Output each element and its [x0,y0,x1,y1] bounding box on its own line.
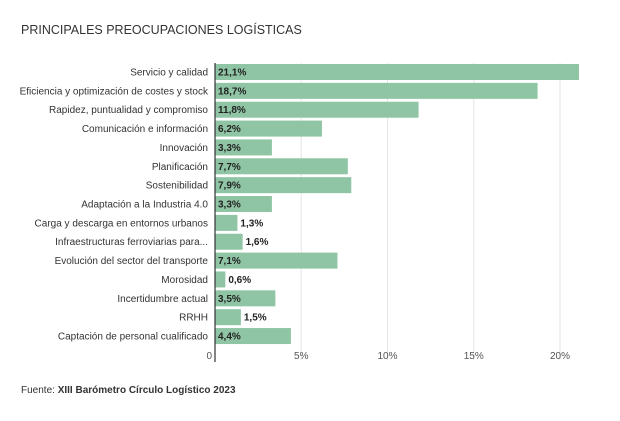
bar [215,139,272,156]
data-label: 3,3% [218,200,241,211]
category-label: Rapidez, puntualidad y compromiso [49,105,208,116]
data-label: 4,4% [218,332,241,343]
bar [215,328,291,345]
category-label: Evolución del sector del transporte [55,256,209,267]
data-label: 7,1% [218,256,241,267]
category-label: Planificación [152,162,208,173]
bar [215,271,226,288]
data-label: 1,5% [244,313,267,324]
data-label: 0,6% [228,275,251,286]
category-label: Carga y descarga en entornos urbanos [35,218,208,229]
data-label: 11,8% [218,105,246,116]
bar [215,101,419,118]
source-label: Fuente: [21,385,55,396]
x-tick-label: 15% [464,351,484,362]
chart-title: PRINCIPALES PREOCUPACIONES LOGÍSTICAS [21,23,302,37]
category-label: Infraestructuras ferroviarias para... [55,237,208,248]
category-label: Innovación [160,143,208,154]
x-tick-label: 10% [377,351,397,362]
x-tick-label: 20% [550,351,570,362]
category-label: Adaptación a la Industria 4.0 [81,200,208,211]
data-label: 7,9% [218,181,241,192]
category-label: Incertidumbre actual [117,294,208,305]
bar [215,290,276,307]
bar [215,233,243,250]
category-label: Sostenibilidad [146,181,208,192]
bar [215,177,352,194]
data-label: 18,7% [218,86,246,97]
data-label: 3,3% [218,143,241,154]
x-tick-label: 0 [206,351,212,362]
bar [215,214,238,231]
bar [215,82,538,99]
x-tick-label: 5% [294,351,309,362]
data-label: 1,3% [240,218,263,229]
bar [215,64,579,80]
category-label: Morosidad [161,275,208,286]
data-label: 6,2% [218,124,241,135]
bar [215,196,272,213]
category-label: Comunicación e información [82,124,208,135]
data-label: 7,7% [218,162,241,173]
source-note: Fuente: XIII Barómetro Círculo Logístico… [21,385,236,396]
category-label: RRHH [179,313,208,324]
bar [215,309,241,326]
bar [215,120,322,137]
bar [215,252,338,269]
data-label: 3,5% [218,294,241,305]
source-text: XIII Barómetro Círculo Logístico 2023 [57,385,236,396]
data-label: 21,1% [218,68,246,79]
category-label: Servicio y calidad [130,68,208,79]
data-label: 1,6% [246,237,269,248]
category-label: Captación de personal cualificado [58,332,209,343]
bar [215,158,348,175]
category-label: Eficiencia y optimización de costes y st… [20,86,209,97]
